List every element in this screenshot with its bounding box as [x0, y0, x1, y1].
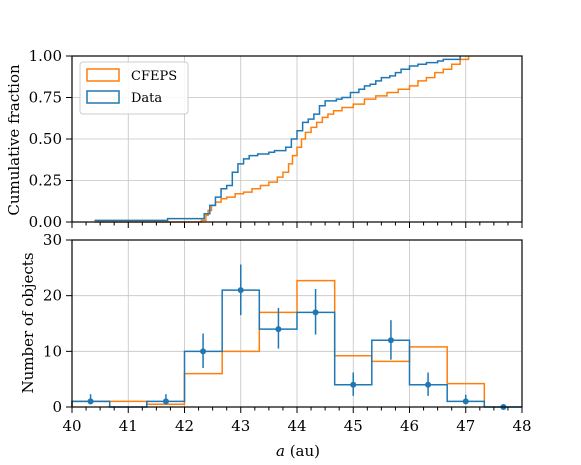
bottom-y-tick-label: 0 — [52, 398, 62, 416]
bottom-x-tick-label: 43 — [231, 417, 250, 435]
x-axis-label-symbol: a — [276, 442, 285, 460]
bottom-y-tick-label: 10 — [43, 342, 62, 360]
histogram-panel: 0 10 20 30 40 41 42 43 44 45 46 47 48 — [43, 231, 532, 435]
legend-label-cfeps: CFEPS — [131, 69, 177, 84]
legend-swatch-data — [86, 90, 120, 104]
x-axis-label-unit: (au) — [285, 442, 320, 460]
bottom-x-tick-label: 47 — [456, 417, 475, 435]
legend-swatch-cfeps — [86, 68, 120, 82]
data-point — [87, 398, 94, 405]
top-y-tick-label: 0.75 — [29, 89, 62, 107]
bottom-x-tick-label: 46 — [400, 417, 419, 435]
top-y-tick-label: 1.00 — [29, 47, 62, 65]
data-point — [462, 398, 469, 405]
legend: CFEPS Data — [79, 61, 189, 115]
bottom-x-axis-label: a (au) — [276, 442, 320, 460]
legend-label-data: Data — [131, 91, 162, 106]
top-y-tick-label: 0.25 — [29, 172, 62, 190]
data-point — [275, 326, 282, 333]
top-y-tick-label: 0.50 — [29, 130, 62, 148]
data-point — [200, 348, 207, 355]
top-y-axis-label: Cumulative fraction — [5, 64, 23, 216]
data-point — [312, 309, 319, 316]
bottom-x-tick-label: 41 — [119, 417, 138, 435]
data-point — [350, 381, 357, 388]
data-point — [162, 398, 169, 405]
bottom-y-tick-label: 30 — [43, 231, 62, 249]
data-point — [425, 381, 432, 388]
cumulative-line-cfeps — [94, 56, 470, 223]
data-point — [387, 337, 394, 344]
bottom-y-tick-label: 20 — [43, 287, 62, 305]
bottom-x-tick-label: 45 — [344, 417, 363, 435]
cumulative-line-data — [94, 56, 461, 222]
top-y-tick-label: 0.00 — [29, 213, 62, 231]
legend-box — [79, 61, 189, 115]
bottom-x-tick-label: 40 — [62, 417, 81, 435]
bottom-y-axis-label: Number of objects — [19, 252, 37, 393]
bottom-x-tick-label: 48 — [512, 417, 531, 435]
bottom-x-tick-label: 44 — [287, 417, 306, 435]
data-point — [237, 287, 244, 294]
bottom-x-tick-label: 42 — [175, 417, 194, 435]
svg-text:a (au): a (au) — [276, 442, 320, 460]
cumulative-panel: 0.00 0.25 0.50 0.75 1.00 CFEPS Data — [29, 47, 523, 231]
